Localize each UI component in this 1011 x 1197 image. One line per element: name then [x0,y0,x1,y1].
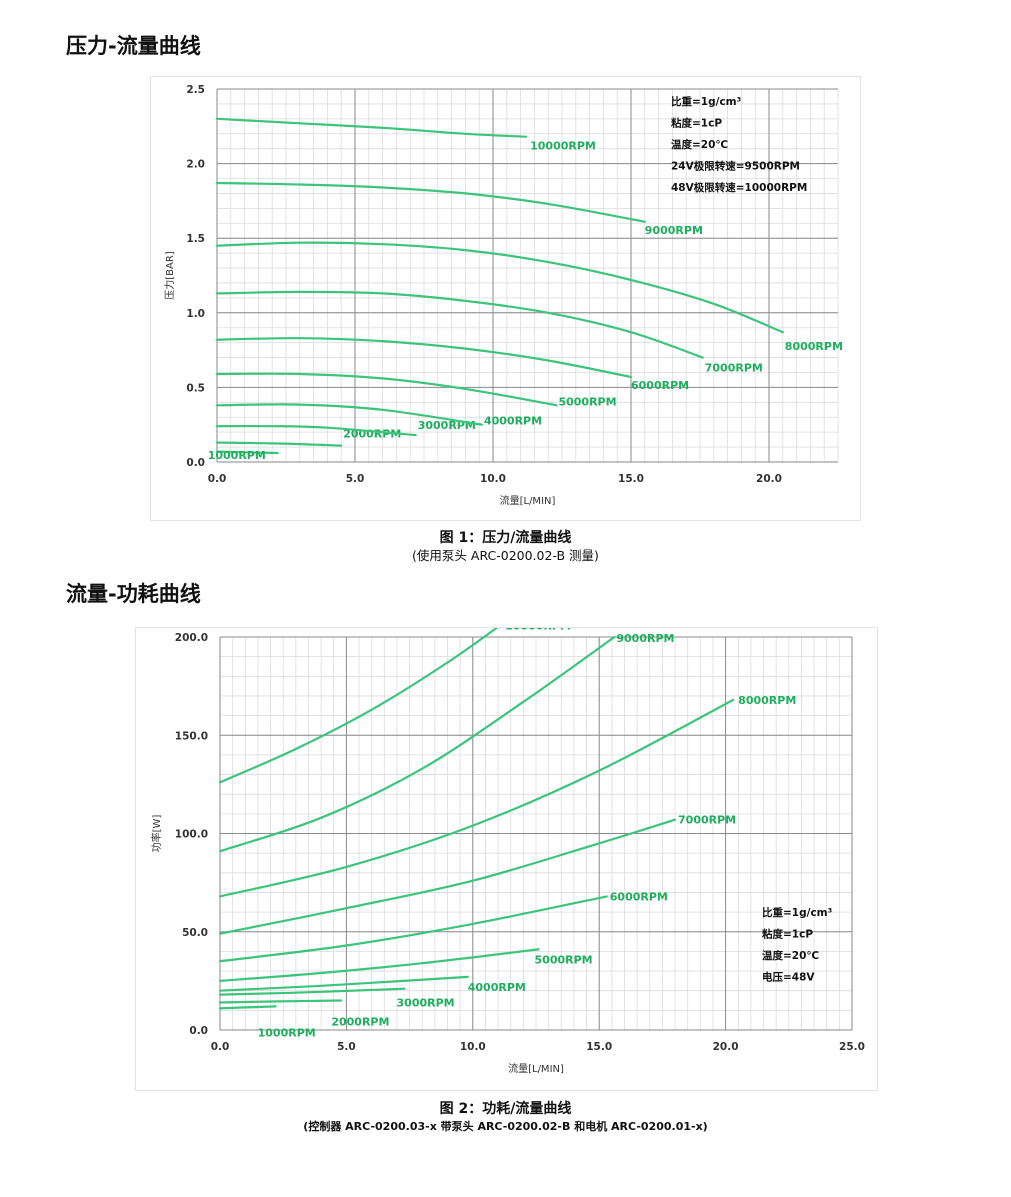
chart2-series-line-6000rpm [218,895,608,963]
chart1-y-axis-label: 压力[BAR] [163,251,176,300]
chart1-y-tick-label: 0.5 [186,382,205,394]
chart2-x-tick-label: 20.0 [713,1041,739,1053]
chart2-series-label-7000rpm: 7000RPM [678,814,736,827]
chart1-series-label-9000rpm: 9000RPM [645,224,703,237]
chart2-y-tick-label: 200.0 [175,632,208,644]
chart2-y-axis-label: 功率[W] [150,815,163,853]
chart1-series-label-6000rpm: 6000RPM [631,379,689,392]
chart1-x-tick-label: 20.0 [756,473,782,485]
section-title-flow-power: 流量-功耗曲线 [66,582,201,606]
chart1-x-tick-label: 15.0 [618,473,644,485]
chart1-series-label-8000rpm: 8000RPM [785,340,843,353]
chart1-note-4: 48V极限转速=10000RPM [671,181,807,194]
chart2-x-tick-label: 15.0 [586,1041,612,1053]
chart1-series-line-8000rpm [215,241,784,334]
chart1-series-line-6000rpm [215,337,633,379]
pressure-flow-chart-svg: 0.0 5.0 10.0 15.0 20.0 0.0 0.5 1.0 1.5 2.0 2.5 流量[L… [163,84,843,507]
chart2-series-label-9000rpm: 9000RPM [616,632,674,645]
chart2-x-tick-label: 5.0 [337,1041,356,1053]
chart1-x-tick-label: 10.0 [480,473,506,485]
pressure-flow-chart: 0.0 5.0 10.0 15.0 20.0 0.0 0.5 1.0 1.5 2.0 2.5 流量[L… [150,76,861,521]
chart1-series-line-4000rpm [215,403,484,426]
chart1-x-axis-label: 流量[L/MIN] [500,494,556,507]
chart2-y-tick-label: 100.0 [175,829,208,841]
chart1-y-tick-label: 1.0 [186,308,205,320]
chart2-series-label-5000rpm: 5000RPM [535,953,593,966]
chart2-series-label-8000rpm: 8000RPM [738,694,796,707]
chart1-series-label-1000rpm: 1000RPM [208,449,266,462]
chart2-x-axis-label: 流量[L/MIN] [508,1062,564,1075]
chart2-series-line-8000rpm [218,698,735,898]
chart2-series-line-5000rpm [218,948,540,982]
flow-power-chart: 0.0 5.0 10.0 15.0 20.0 25.0 0.0 50.0 100.0 150.0 2… [135,619,878,1091]
section-title-pressure-flow: 压力-流量曲线 [66,34,201,58]
chart2-series-label-4000rpm: 4000RPM [468,981,526,994]
chart1-series-line-3000rpm [215,424,417,437]
chart2-note-0: 比重=1g/cm³ [762,906,833,919]
chart2-note-2: 温度=20℃ [762,949,819,962]
chart1-series-line-5000rpm [215,372,558,407]
chart2-series-label-3000rpm: 3000RPM [397,997,455,1010]
chart1-note-3: 24V极限转速=9500RPM [671,160,800,173]
chart1-series-label-10000rpm: 10000RPM [530,140,596,153]
chart1-series-line-1000rpm [215,450,279,455]
chart2-series-label-2000rpm: 2000RPM [331,1016,389,1029]
chart1-y-tick-label: 2.5 [186,84,205,96]
chart1-series-line-10000rpm [215,117,528,138]
chart1-series-line-7000rpm [215,290,704,359]
chart2-series-line-7000rpm [218,818,677,935]
chart2-series-line-1000rpm [218,1005,277,1010]
flow-power-chart-svg: 0.0 5.0 10.0 15.0 20.0 25.0 0.0 50.0 100.0 150.0 2… [150,619,865,1075]
chart1-x-tick-label: 5.0 [346,473,365,485]
chart1-series-label-7000rpm: 7000RPM [705,362,763,375]
chart2-series-label-10000rpm: 10000RPM [505,628,571,632]
chart2-y-tick-label: 50.0 [182,927,208,939]
chart1-y-tick-label: 0.0 [186,457,205,469]
chart2-x-tick-label: 10.0 [460,1041,486,1053]
figure-1-caption-title: 图 1：压力/流量曲线 [439,530,572,546]
chart2-series-line-4000rpm [218,975,469,992]
chart2-series-line-9000rpm [218,635,616,853]
chart1-x-tick-label: 0.0 [208,473,227,485]
chart1-series-line-9000rpm [215,181,646,223]
chart2-series-line-2000rpm [218,999,343,1004]
chart2-y-tick-label: 150.0 [175,730,208,742]
figure-2-caption-subtitle: (控制器 ARC-0200.03-x 带泵头 ARC-0200.02-B 和电机… [303,1120,708,1133]
chart1-series-label-5000rpm: 5000RPM [558,395,616,408]
chart2-series-line-10000rpm [218,622,505,784]
chart1-y-tick-label: 1.5 [186,233,205,245]
chart1-note-2: 温度=20℃ [671,138,728,151]
chart2-y-tick-label: 0.0 [189,1025,208,1037]
chart1-note-1: 粘度=1cP [671,117,722,130]
figure-2-caption-title: 图 2：功耗/流量曲线 [439,1101,572,1117]
chart2-x-tick-label: 0.0 [211,1041,230,1053]
chart1-y-tick-label: 2.0 [186,159,205,171]
chart2-x-tick-label: 25.0 [839,1041,865,1053]
chart2-series-label-6000rpm: 6000RPM [610,890,668,903]
chart2-series-line-3000rpm [218,987,406,996]
chart2-note-1: 粘度=1cP [762,928,813,941]
chart1-series-line-2000rpm [215,441,343,447]
chart2-series-label-1000rpm: 1000RPM [258,1026,316,1039]
chart1-note-0: 比重=1g/cm³ [671,95,742,108]
chart2-note-3: 电压=48V [762,971,815,984]
chart1-series-label-4000rpm: 4000RPM [484,415,542,428]
figure-1-caption-subtitle: (使用泵头 ARC-0200.02-B 测量) [412,548,599,563]
chart1-series-label-3000rpm: 3000RPM [418,419,476,432]
